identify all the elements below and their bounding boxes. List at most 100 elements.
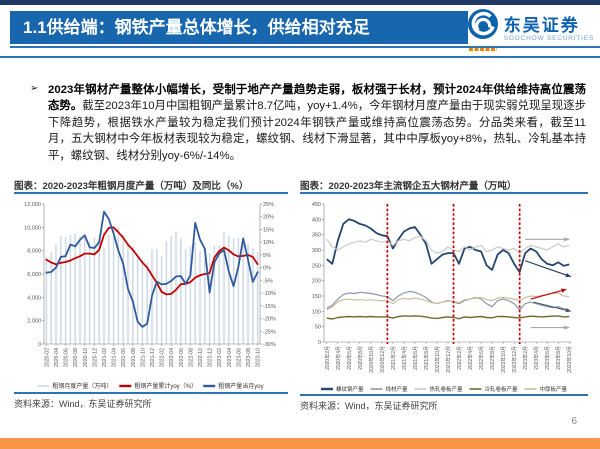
svg-text:2020-02: 2020-02 <box>44 348 50 367</box>
svg-text:2023年2月: 2023年2月 <box>522 346 529 370</box>
svg-text:-15%: -15% <box>263 304 276 310</box>
svg-text:50: 50 <box>315 325 321 331</box>
svg-text:250: 250 <box>312 263 321 269</box>
svg-text:2020-06: 2020-06 <box>64 348 70 367</box>
svg-text:中厚板产量: 中厚板产量 <box>540 385 568 393</box>
svg-text:2022-08: 2022-08 <box>188 348 194 367</box>
svg-text:粗钢产量累计yoy（%）: 粗钢产量累计yoy（%） <box>134 382 197 390</box>
svg-text:2021-04: 2021-04 <box>112 348 118 367</box>
top-strip <box>0 0 600 5</box>
svg-text:2023-08: 2023-08 <box>246 348 252 367</box>
logo-name-cn: 东吴证券 <box>503 16 580 35</box>
svg-text:2021年2月: 2021年2月 <box>390 346 397 370</box>
svg-text:2021年6月: 2021年6月 <box>412 346 419 370</box>
svg-text:100: 100 <box>312 309 321 315</box>
header-rule-thick <box>0 56 600 58</box>
svg-text:2022-10: 2022-10 <box>198 348 204 367</box>
monthly-crude-steel-chart: 0 2,000 4,000 6,000 8,000 10,000 12,000 25% 20% 1… <box>24 202 276 390</box>
summary-text: 2023年钢材产量整体小幅增长，受制于地产产量趋势走弱，板材强于长材，预计202… <box>30 82 586 164</box>
svg-text:2021-12: 2021-12 <box>150 348 156 367</box>
page-title-text: 1.1供给端：钢铁产量总体增长，供给相对充足 <box>23 18 370 37</box>
logo-name-en: SOOCHOW SECURITIES <box>503 35 594 42</box>
svg-text:2020-04: 2020-04 <box>54 348 60 367</box>
svg-text:2021年8月: 2021年8月 <box>423 346 430 370</box>
svg-text:冷轧卷板产量: 冷轧卷板产量 <box>485 385 519 393</box>
footer-bar <box>0 438 600 449</box>
svg-text:2020-10: 2020-10 <box>83 348 89 367</box>
svg-text:20%: 20% <box>263 215 274 221</box>
svg-text:2020年8月: 2020年8月 <box>357 346 364 370</box>
page-title: 1.1供给端：钢铁产量总体增长，供给相对充足 <box>10 11 468 44</box>
bullet-arrow-icon: ➢ <box>30 83 39 94</box>
svg-text:0%: 0% <box>263 266 271 272</box>
svg-text:200: 200 <box>312 279 321 285</box>
svg-text:2021年12月: 2021年12月 <box>445 346 452 373</box>
svg-text:热轧卷板产量: 热轧卷板产量 <box>430 385 464 393</box>
svg-text:2022-04: 2022-04 <box>169 348 175 367</box>
logo-text: 东吴证券 SOOCHOW SECURITIES <box>504 16 594 43</box>
five-products-chart-caption: 图表：2020-2023年主流钢企五大钢材产量（万吨） <box>300 181 517 191</box>
svg-text:2023-06: 2023-06 <box>236 348 242 367</box>
svg-text:2020年12月: 2020年12月 <box>379 346 386 373</box>
svg-text:2021-02: 2021-02 <box>102 348 108 367</box>
svg-text:-25%: -25% <box>263 329 276 335</box>
svg-text:螺纹钢产量: 螺纹钢产量 <box>336 385 364 393</box>
svg-text:0: 0 <box>38 342 41 348</box>
svg-text:2023-10: 2023-10 <box>256 348 262 367</box>
svg-text:2022年8月: 2022年8月 <box>489 346 496 370</box>
svg-text:2020-08: 2020-08 <box>73 348 79 367</box>
svg-text:15%: 15% <box>263 227 274 233</box>
source-rule <box>300 394 588 396</box>
svg-text:2020-12: 2020-12 <box>92 348 98 367</box>
svg-text:线材产量: 线材产量 <box>386 385 409 393</box>
header-rule-thin <box>10 46 600 48</box>
svg-text:2022年2月: 2022年2月 <box>456 346 463 370</box>
svg-text:2021-06: 2021-06 <box>121 348 127 367</box>
svg-text:6,000: 6,000 <box>27 272 41 278</box>
svg-text:450: 450 <box>312 202 321 208</box>
logo-mark-wrap <box>466 8 500 51</box>
summary-bullet: ➢ 2023年钢材产量整体小幅增长，受制于地产产量趋势走弱，板材强于长材，预计2… <box>30 82 586 164</box>
five-products-chart-source: 资料来源：Wind，东吴证券研究所 <box>300 400 438 411</box>
svg-text:2022年12月: 2022年12月 <box>511 346 518 373</box>
svg-text:2020年10月: 2020年10月 <box>368 346 375 373</box>
svg-text:2021-10: 2021-10 <box>140 348 146 367</box>
svg-text:-5%: -5% <box>263 278 273 284</box>
summary-text-regular: 截至2023年10月中国粗钢产量累计8.7亿吨，yoy+1.4%，今年钢材月度产… <box>48 100 586 162</box>
svg-text:5%: 5% <box>263 253 271 259</box>
crude-steel-chart-block: 图表：2020-2023年粗钢月度产量（万吨）及同比（%） 0 2,000 4,00… <box>14 178 288 410</box>
crude-steel-chart-caption: 图表：2020-2023年粗钢月度产量（万吨）及同比（%） <box>14 181 249 191</box>
svg-text:10,000: 10,000 <box>24 225 41 231</box>
svg-text:2023-02: 2023-02 <box>217 348 223 367</box>
five-products-chart-block: 图表：2020-2023年主流钢企五大钢材产量（万吨） 0 50 100 150 200… <box>300 178 588 412</box>
svg-text:2022年10月: 2022年10月 <box>500 346 507 373</box>
svg-text:400: 400 <box>312 217 321 223</box>
svg-text:2023年6月: 2023年6月 <box>544 346 551 370</box>
svg-text:8,000: 8,000 <box>27 249 41 255</box>
svg-text:粗钢产量当月yoy: 粗钢产量当月yoy <box>218 382 263 390</box>
svg-text:0: 0 <box>318 340 321 346</box>
svg-text:粗钢月度产量（万吨）: 粗钢月度产量（万吨） <box>52 382 112 390</box>
svg-text:2022-12: 2022-12 <box>208 348 214 367</box>
summary-text-bold: 2023年钢材产量整体小幅增长，受制于地产产量趋势走弱，板材强于长材，预计202… <box>48 84 586 113</box>
svg-text:2020年6月: 2020年6月 <box>346 346 353 370</box>
svg-text:2022-06: 2022-06 <box>179 348 185 367</box>
svg-text:150: 150 <box>312 294 321 300</box>
svg-text:2021-08: 2021-08 <box>131 348 137 367</box>
svg-text:2023年8月: 2023年8月 <box>555 346 562 370</box>
svg-text:2020年2月: 2020年2月 <box>324 346 331 370</box>
svg-text:2023年4月: 2023年4月 <box>533 346 540 370</box>
source-rule <box>14 392 288 394</box>
svg-text:2020年4月: 2020年4月 <box>335 346 342 370</box>
svg-text:350: 350 <box>312 233 321 239</box>
svg-text:10%: 10% <box>263 240 274 246</box>
svg-text:-30%: -30% <box>263 342 276 348</box>
page-number: 6 <box>571 416 577 427</box>
svg-text:4,000: 4,000 <box>27 295 41 301</box>
svg-text:2022年6月: 2022年6月 <box>478 346 485 370</box>
svg-text:2,000: 2,000 <box>27 319 41 325</box>
svg-text:300: 300 <box>312 248 321 254</box>
svg-text:2023-04: 2023-04 <box>227 348 233 367</box>
svg-text:2021年10月: 2021年10月 <box>434 346 441 373</box>
